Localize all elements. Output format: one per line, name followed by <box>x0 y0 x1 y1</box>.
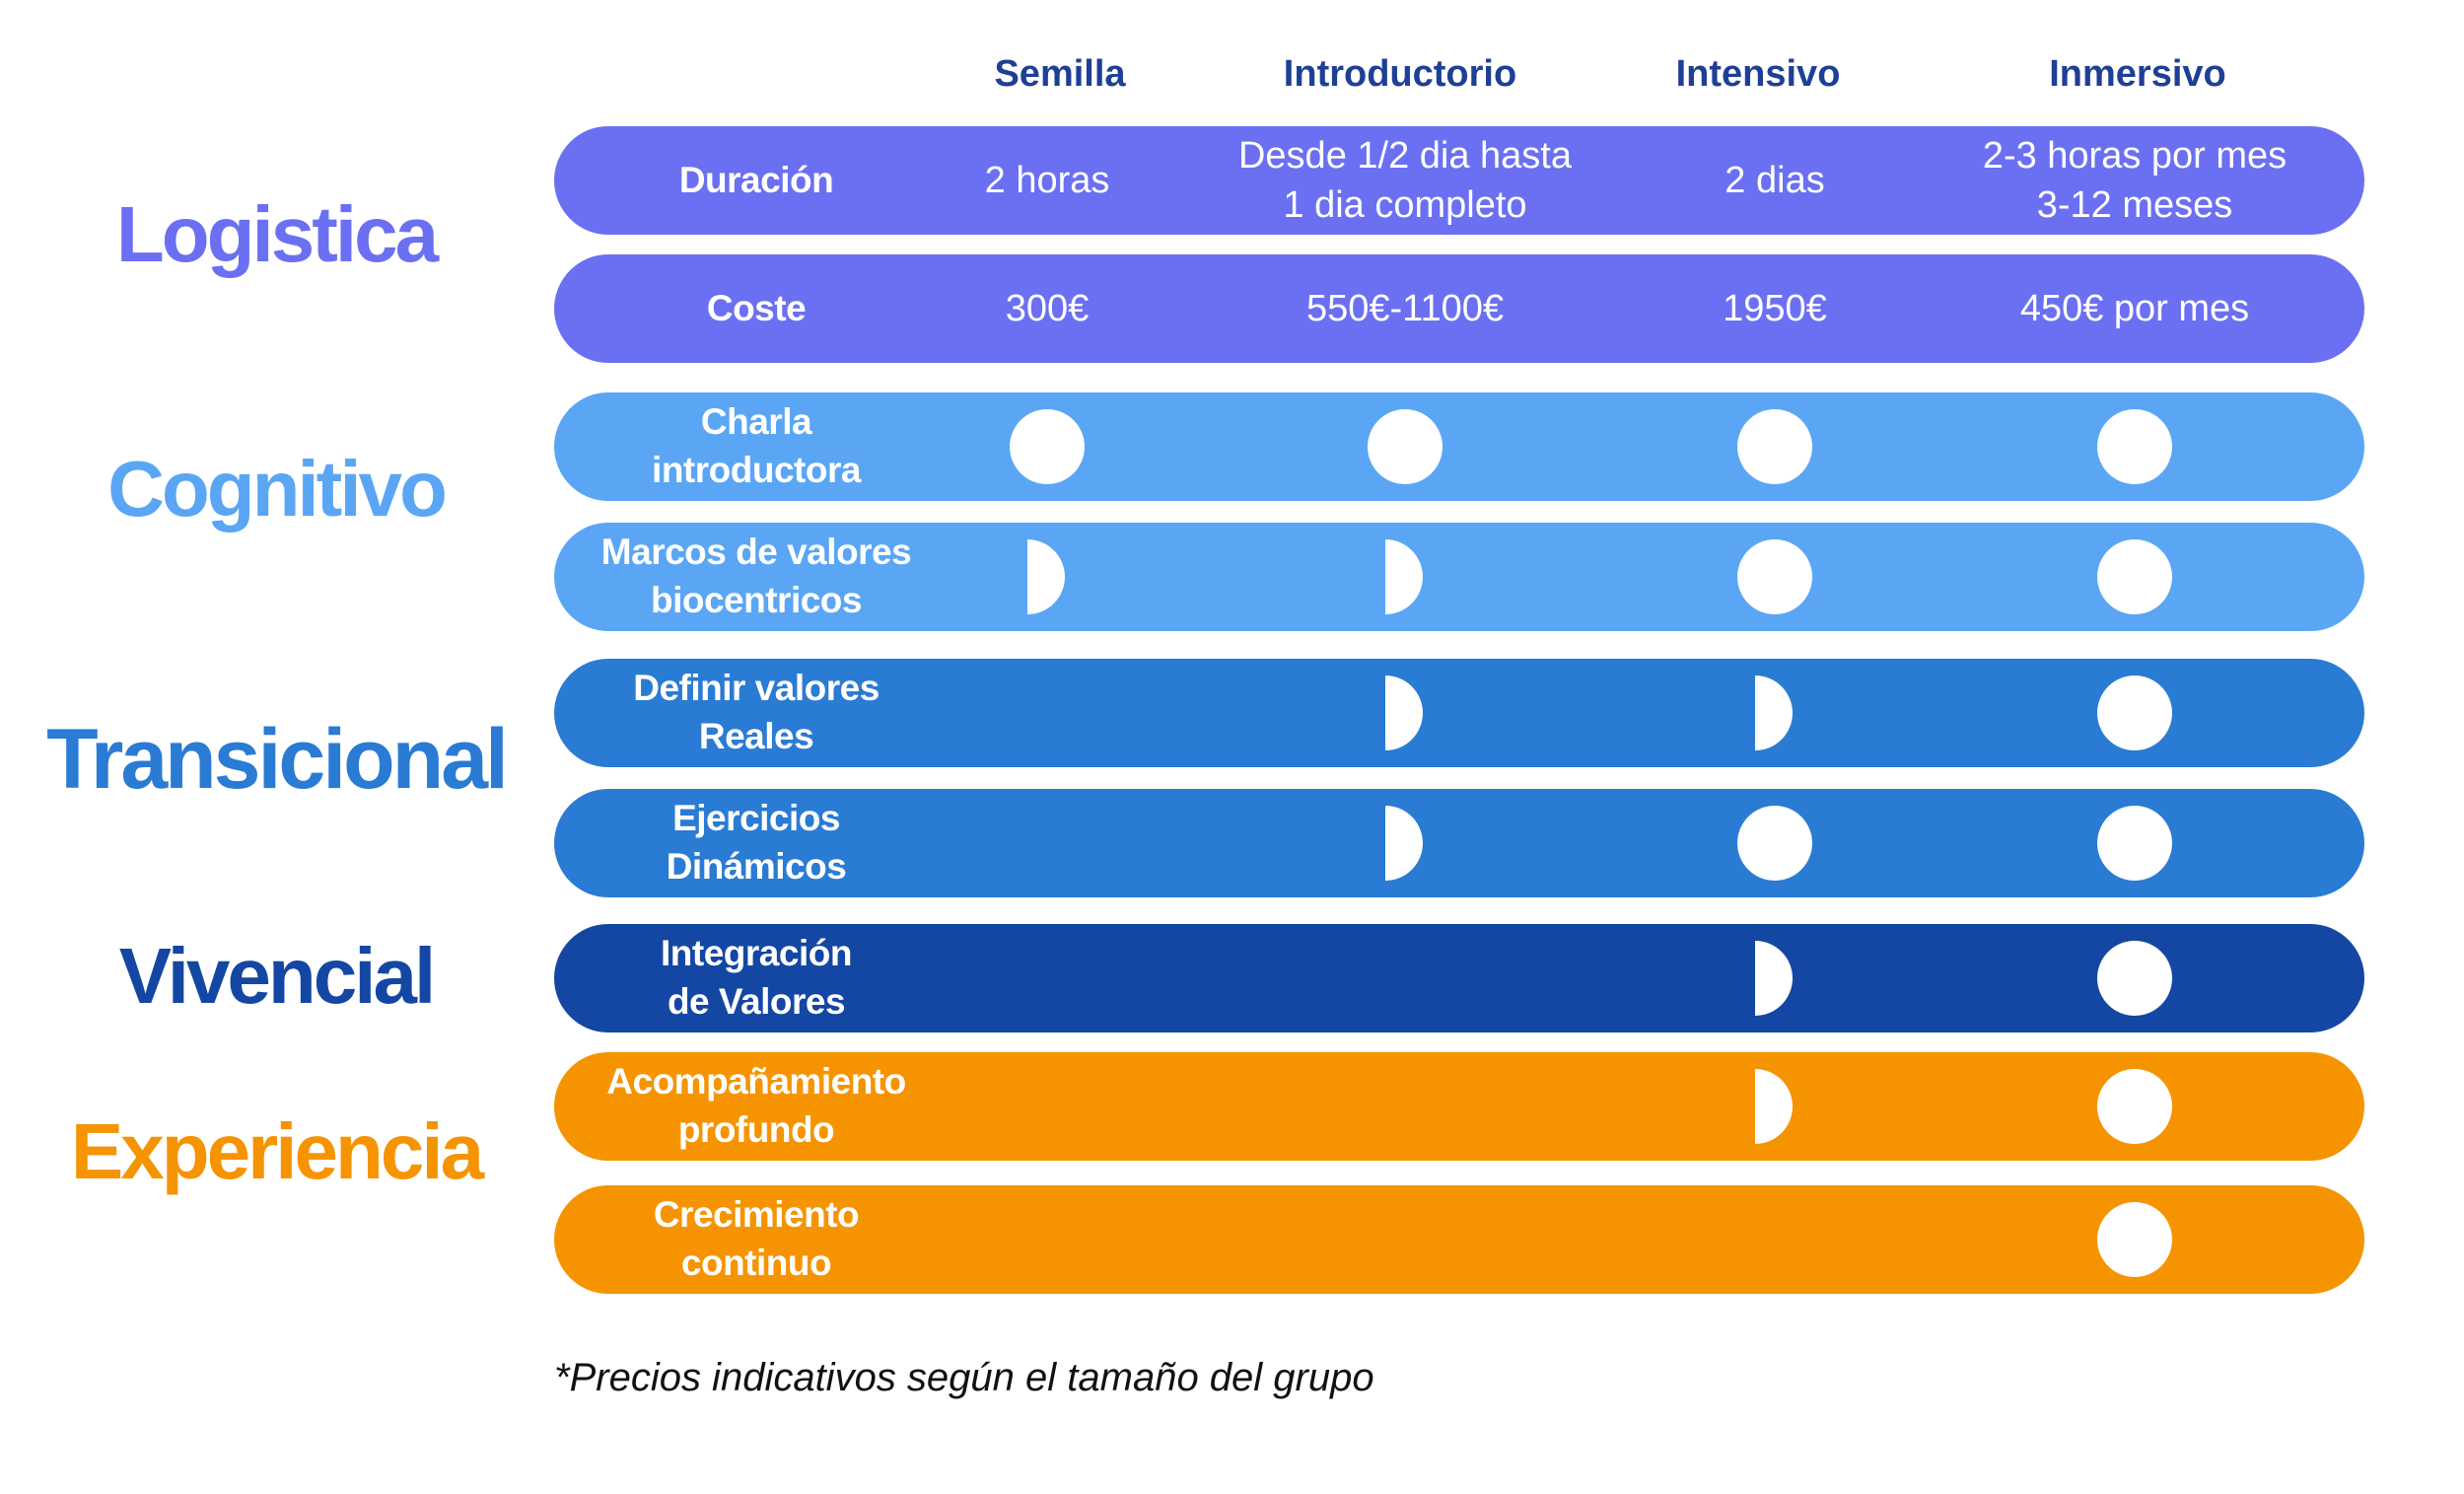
section-title-cognitivo: Cognitivo <box>107 445 448 533</box>
section-title-experiencia: Experiencia <box>70 1107 484 1195</box>
column-header-intensivo: Intensivo <box>1675 53 1841 95</box>
row-label: Integración de Valores <box>661 933 852 1022</box>
row-label: Duración <box>678 159 834 200</box>
table-cell: 2-3 horas por mes 3-12 meses <box>1982 134 2288 226</box>
full-circle-icon <box>1737 539 1812 614</box>
half-circle-icon <box>1755 676 1793 750</box>
table-cell: 550€-1100€ <box>1305 287 1505 329</box>
half-circle-icon <box>1027 539 1065 614</box>
full-circle-icon <box>1737 409 1812 484</box>
full-circle-icon <box>1737 806 1812 881</box>
half-circle-icon <box>1385 676 1423 750</box>
column-header-semilla: Semilla <box>994 53 1126 95</box>
table-row: Marcos de valores biocentricos <box>554 523 2364 631</box>
full-circle-icon <box>2097 539 2172 614</box>
section-title-transicional: Transicional <box>46 712 509 807</box>
column-header-inmersivo: Inmersivo <box>2049 53 2226 95</box>
table-row: Definir valores Reales <box>554 659 2364 767</box>
full-circle-icon <box>2097 806 2172 881</box>
row-label: Definir valores Reales <box>633 668 880 756</box>
section-title-logistica: Logistica <box>115 190 439 278</box>
column-header-introductorio: Introductorio <box>1283 53 1517 95</box>
row-label: Acompañamiento profundo <box>606 1061 906 1150</box>
table-row: Duración 2 horas Desde 1/2 dia hasta 1 dia… <box>554 126 2364 235</box>
full-circle-icon <box>2097 676 2172 750</box>
full-circle-icon <box>2097 941 2172 1016</box>
table-cell: 300€ <box>1005 287 1090 329</box>
half-circle-icon <box>1755 1069 1793 1144</box>
table-row: Integración de Valores <box>554 924 2364 1032</box>
row-label: Marcos de valores biocentricos <box>600 532 912 620</box>
row-label: Ejercicios Dinámicos <box>666 798 847 887</box>
table-cell: Desde 1/2 dia hasta 1 dia completo <box>1237 134 1572 226</box>
table-row: Crecimiento continuo <box>554 1185 2364 1294</box>
half-circle-icon <box>1385 539 1423 614</box>
table-cell: 2 dias <box>1725 159 1825 201</box>
table-cell: 2 horas <box>984 159 1110 201</box>
row-label: Coste <box>706 287 807 328</box>
table-row: Ejercicios Dinámicos <box>554 789 2364 897</box>
row-label: Crecimiento continuo <box>653 1194 860 1283</box>
row-label: Charla introductora <box>652 401 861 490</box>
table-cell: 450€ por mes <box>2019 287 2250 329</box>
table-cell: 1950€ <box>1723 287 1827 329</box>
full-circle-icon <box>2097 1202 2172 1277</box>
section-title-vivencial: Vivencial <box>118 932 436 1020</box>
half-circle-icon <box>1385 806 1423 881</box>
footnote: *Precios indicativos según el tamaño del… <box>554 1356 1374 1399</box>
full-circle-icon <box>2097 409 2172 484</box>
table-row: Coste 300€ 550€-1100€ 1950€ 450€ por mes <box>554 254 2364 363</box>
full-circle-icon <box>1010 409 1085 484</box>
full-circle-icon <box>1368 409 1443 484</box>
table-row: Acompañamiento profundo <box>554 1052 2364 1161</box>
table-row: Charla introductora <box>554 392 2364 501</box>
half-circle-icon <box>1755 941 1793 1016</box>
full-circle-icon <box>2097 1069 2172 1144</box>
